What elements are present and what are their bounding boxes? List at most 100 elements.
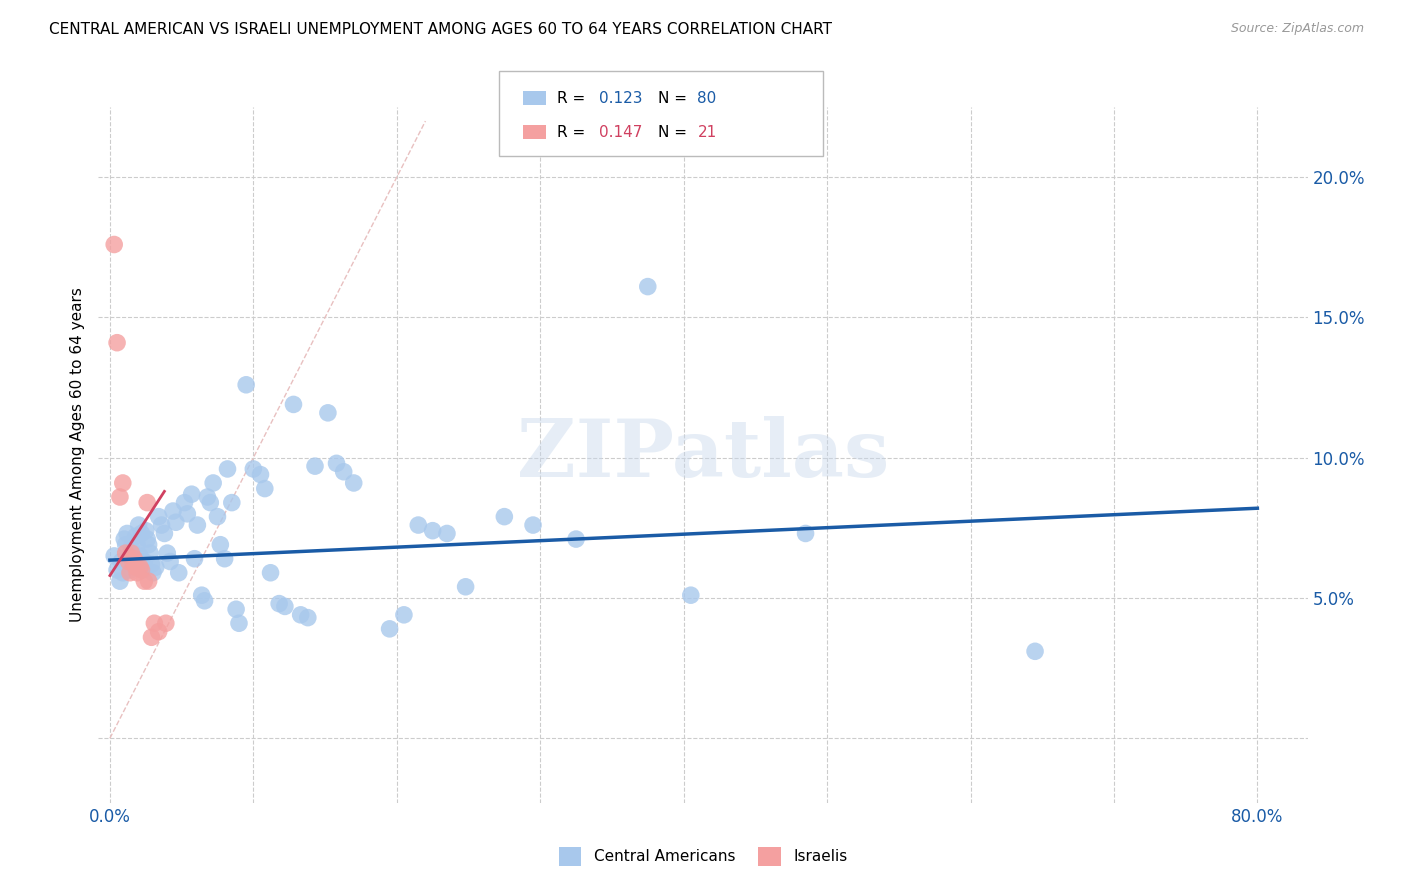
Point [141, 558, 163, 572]
Point [155, 616, 177, 631]
Point [214, 551, 236, 566]
Point [103, 549, 125, 563]
Point [253, 482, 276, 496]
Point [129, 549, 152, 563]
Point [259, 566, 281, 580]
Point [156, 546, 179, 560]
Point [142, 566, 165, 580]
Point [124, 551, 146, 566]
Point [150, 518, 173, 533]
Point [124, 551, 146, 566]
Point [115, 526, 138, 541]
Point [249, 467, 271, 482]
Point [128, 518, 150, 533]
Point [637, 279, 659, 293]
Point [125, 560, 148, 574]
Point [162, 504, 184, 518]
Point [141, 630, 163, 644]
Point [129, 560, 152, 574]
Point [120, 546, 142, 560]
Point [111, 566, 134, 580]
Point [103, 237, 125, 252]
Point [159, 555, 181, 569]
Point [297, 610, 319, 624]
Point [139, 546, 162, 560]
Point [117, 555, 139, 569]
Point [120, 541, 142, 555]
Point [522, 518, 544, 533]
Text: CENTRAL AMERICAN VS ISRAELI UNEMPLOYMENT AMONG AGES 60 TO 64 YEARS CORRELATION C: CENTRAL AMERICAN VS ISRAELI UNEMPLOYMENT… [49, 22, 832, 37]
Point [131, 563, 153, 577]
Point [153, 526, 176, 541]
Point [118, 563, 141, 577]
Point [173, 495, 195, 509]
Point [110, 555, 132, 569]
Point [183, 551, 205, 566]
Point [422, 524, 444, 538]
Point [132, 563, 155, 577]
Point [138, 538, 160, 552]
Point [111, 475, 134, 490]
Point [121, 546, 143, 560]
Point [794, 526, 817, 541]
Point [143, 616, 166, 631]
Point [121, 555, 143, 569]
Point [197, 490, 219, 504]
Point [186, 518, 208, 533]
Text: ZIPatlas: ZIPatlas [517, 416, 889, 494]
Point [114, 538, 136, 552]
Point [167, 566, 190, 580]
Point [209, 538, 232, 552]
Point [134, 574, 156, 589]
Point [290, 607, 312, 622]
Text: 80: 80 [697, 91, 717, 105]
Text: R =: R = [557, 91, 591, 105]
Point [112, 532, 135, 546]
Point [283, 397, 305, 411]
Point [565, 532, 588, 546]
Text: N =: N = [658, 91, 692, 105]
Point [235, 377, 257, 392]
Y-axis label: Unemployment Among Ages 60 to 64 years: Unemployment Among Ages 60 to 64 years [69, 287, 84, 623]
Point [274, 599, 297, 614]
Legend: Central Americans, Israelis: Central Americans, Israelis [553, 841, 853, 871]
Point [202, 475, 225, 490]
Point [136, 532, 159, 546]
Point [138, 574, 160, 589]
Point [494, 509, 516, 524]
Text: 21: 21 [697, 125, 717, 139]
Point [108, 490, 131, 504]
Point [134, 555, 156, 569]
Point [378, 622, 401, 636]
Text: 0.147: 0.147 [599, 125, 643, 139]
Point [316, 406, 339, 420]
Point [221, 495, 243, 509]
Point [200, 495, 222, 509]
Point [125, 529, 148, 543]
Point [108, 574, 131, 589]
Point [118, 566, 141, 580]
Point [325, 456, 347, 470]
Text: N =: N = [658, 125, 692, 139]
Point [148, 624, 170, 639]
Point [127, 566, 149, 580]
Text: 0.123: 0.123 [599, 91, 643, 105]
Point [148, 509, 170, 524]
Point [1024, 644, 1046, 658]
Point [180, 487, 202, 501]
Point [135, 524, 157, 538]
Point [406, 518, 429, 533]
Point [343, 475, 366, 490]
Point [242, 462, 264, 476]
Point [269, 597, 291, 611]
Point [131, 526, 153, 541]
Point [217, 462, 239, 476]
Point [105, 563, 128, 577]
Point [176, 507, 198, 521]
Point [392, 607, 415, 622]
Point [225, 602, 247, 616]
Text: Source: ZipAtlas.com: Source: ZipAtlas.com [1230, 22, 1364, 36]
Point [117, 551, 139, 566]
Point [165, 515, 187, 529]
Point [127, 538, 149, 552]
